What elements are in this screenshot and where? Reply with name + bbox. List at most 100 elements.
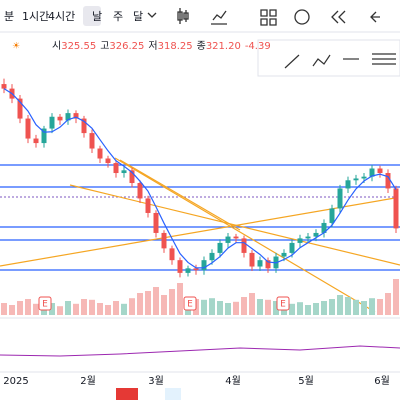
volume-bar [249, 293, 255, 315]
volume-bar [145, 291, 151, 315]
volume-bar [385, 293, 391, 315]
volume-bar [169, 289, 175, 315]
volume-bar [361, 301, 367, 315]
candle-body [73, 113, 79, 119]
interval-button[interactable]: 1시간 [22, 10, 49, 23]
candle-body [201, 260, 207, 271]
replay-icon[interactable] [331, 10, 346, 24]
candle-body [217, 242, 223, 253]
candle-body [121, 170, 127, 174]
volume-bar [57, 306, 63, 315]
candle-body [193, 268, 199, 271]
candle-body [1, 84, 7, 89]
volume-bar [345, 297, 351, 315]
ad-badge [165, 388, 181, 400]
candle-body [289, 242, 295, 253]
moving-average [3, 88, 397, 269]
volume-bar [137, 293, 143, 315]
indicator-line [0, 345, 400, 357]
interval-button[interactable]: 분 [4, 10, 14, 23]
indicator-icon[interactable] [211, 10, 227, 25]
candle-body [113, 163, 119, 174]
layout-icon[interactable] [260, 9, 277, 26]
candle-body [81, 118, 87, 134]
ad-icon [116, 388, 138, 400]
event-marker: E [42, 300, 48, 310]
trend-line [119, 159, 241, 231]
trend-line [69, 184, 400, 266]
volume-bar [233, 301, 239, 315]
ohlc-value: 326.25 [109, 41, 144, 52]
volume-bar [201, 299, 207, 315]
interval-button[interactable]: 달 [133, 10, 143, 23]
volume-bar [289, 303, 295, 315]
candle-body [321, 222, 327, 233]
volume-bar [65, 301, 71, 315]
interval-button[interactable]: 날 [92, 10, 102, 23]
candle-body [281, 252, 287, 257]
volume-bar [297, 302, 303, 315]
undo-icon[interactable] [370, 11, 380, 23]
event-marker: E [187, 300, 193, 310]
volume-bar [81, 299, 87, 315]
candle-body [161, 232, 167, 249]
alert-icon[interactable] [294, 9, 310, 25]
volume-bar [353, 299, 359, 315]
candle-body [329, 208, 335, 223]
candle-body [25, 118, 31, 139]
event-marker-bg [38, 296, 52, 311]
candle-body [385, 173, 391, 189]
dropdown-icon[interactable] [147, 12, 157, 18]
trend-line [114, 157, 376, 313]
candle-body [33, 138, 39, 144]
volume-bar [313, 303, 319, 315]
candle-body [233, 236, 239, 239]
candle-body [41, 128, 47, 144]
volume-bar [225, 303, 231, 315]
event-marker-bg [276, 296, 290, 311]
ohlc-value: 321.20 [206, 41, 241, 52]
volume-bar [73, 303, 79, 315]
volume-bar [1, 303, 7, 315]
ohlc-label: 종 [197, 40, 206, 52]
volume-bar [337, 295, 343, 315]
volume-bar [17, 301, 23, 315]
volume-bar [209, 298, 215, 315]
ohlc-legend: 시325.55 고326.25 저318.25 종321.20 -4.39 [52, 40, 271, 52]
volume-bar [393, 279, 399, 315]
candle-body [369, 168, 375, 177]
candle-body [145, 198, 151, 213]
volume-bar [121, 303, 127, 315]
volume-bar [257, 299, 263, 315]
volume-bar [25, 299, 31, 315]
volume-bar [89, 299, 95, 315]
volume-bar [113, 301, 119, 315]
candle-body [361, 176, 367, 179]
candle-body [209, 252, 215, 261]
trendline-tool[interactable] [284, 54, 300, 69]
volume-bar [377, 299, 383, 315]
volume-bar [105, 305, 111, 315]
ohlc-label: 저 [148, 40, 157, 52]
interval-button[interactable]: 주 [113, 10, 123, 23]
drawing-tools [257, 39, 400, 77]
candle-body [185, 268, 191, 273]
ohlc-label: 고 [100, 41, 109, 52]
path-tool[interactable] [312, 54, 331, 67]
candle-body [377, 168, 383, 174]
time-label: 3월 [148, 375, 164, 387]
volume-bar [329, 299, 335, 315]
candle-body [105, 158, 111, 164]
symbol-icon: ☀ [12, 42, 20, 52]
interval-button[interactable]: 4시간 [48, 10, 75, 23]
candle-body [129, 170, 135, 184]
volume-bar [153, 287, 159, 315]
fib-tool[interactable] [372, 53, 396, 65]
candle-body [49, 116, 55, 129]
event-marker-bg [183, 296, 197, 311]
candle-icon[interactable] [177, 8, 189, 24]
volume-bar [369, 298, 375, 315]
ohlc-value: 325.55 [61, 41, 96, 52]
candle-body [57, 116, 63, 121]
